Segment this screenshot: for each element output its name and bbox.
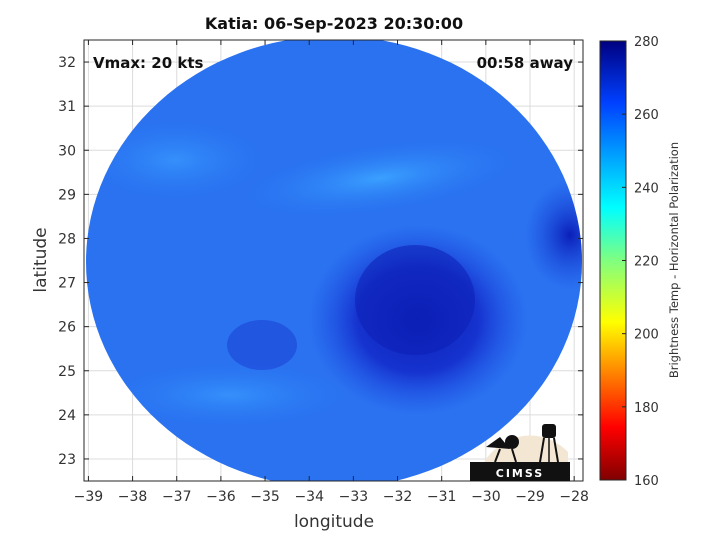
logo-banner <box>470 462 570 481</box>
axes-frame <box>83 39 584 482</box>
y-tick-label: 25 <box>58 364 76 380</box>
x-tick-label: −28 <box>559 489 589 505</box>
swath-footprint <box>86 40 582 481</box>
x-tick-label: −32 <box>383 489 413 505</box>
x-tick-label: −38 <box>118 489 148 505</box>
cimss-logo: CIMSS <box>470 424 570 481</box>
x-tick-label: −33 <box>339 489 369 505</box>
x-axis-label: longitude <box>294 512 374 532</box>
warm-band-south <box>110 363 350 427</box>
colorbar <box>599 40 627 481</box>
x-tick-label: −31 <box>427 489 457 505</box>
y-tick-label: 29 <box>58 187 76 203</box>
x-tick-label: −29 <box>515 489 545 505</box>
logo-text: CIMSS <box>496 467 544 480</box>
ticks: −39 −38 −37 −36 −35 −34 −33 −32 −31 −30 −29 −28 23 24… <box>58 40 589 505</box>
colorbar-tick-label: 280 <box>634 35 659 50</box>
y-tick-label: 28 <box>58 231 76 247</box>
y-axis-label: latitude <box>31 227 51 292</box>
y-tick-label: 24 <box>58 408 76 424</box>
colorbar-tick-label: 200 <box>634 328 659 343</box>
y-tick-label: 26 <box>58 320 76 336</box>
chart-title: Katia: 06-Sep-2023 20:30:00 <box>205 14 463 33</box>
cold-patch-east <box>525 180 582 290</box>
colorbar-tick-label: 220 <box>634 255 659 270</box>
x-tick-label: −30 <box>471 489 501 505</box>
x-tick-label: −35 <box>250 489 280 505</box>
y-tick-label: 23 <box>58 452 76 468</box>
vmax-annotation: Vmax: 20 kts <box>93 54 203 72</box>
colorbar-ticks: 160 180 200 220 240 260 280 <box>622 35 659 489</box>
cold-patch-south <box>227 320 297 370</box>
warm-band-west <box>86 120 265 200</box>
time-offset-annotation: 00:58 away <box>477 54 574 72</box>
colorbar-tick-label: 240 <box>634 181 659 196</box>
colorbar-tick-label: 260 <box>634 108 659 123</box>
y-tick-label: 32 <box>58 55 76 71</box>
colorbar-label: Brightness Temp - Horizontal Polarizatio… <box>667 142 681 378</box>
satellite-dish-and-water-tower-logo-icon <box>486 424 559 463</box>
warm-band <box>241 139 519 217</box>
x-tick-label: −37 <box>162 489 192 505</box>
colorbar-tick-label: 160 <box>634 474 659 489</box>
cold-core-inner <box>355 245 475 355</box>
x-tick-label: −34 <box>294 489 324 505</box>
x-tick-label: −39 <box>74 489 104 505</box>
y-tick-label: 30 <box>58 143 76 159</box>
x-tick-label: −36 <box>206 489 236 505</box>
colorbar-tick-label: 180 <box>634 401 659 416</box>
y-tick-label: 31 <box>58 99 76 115</box>
y-tick-label: 27 <box>58 276 76 292</box>
